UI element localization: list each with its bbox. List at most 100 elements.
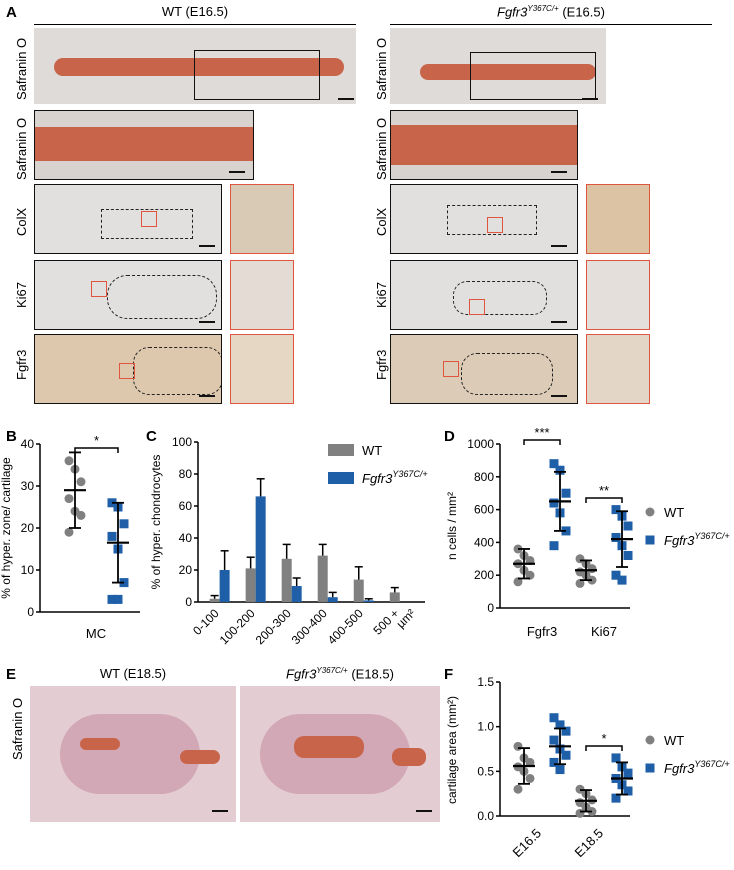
data-point xyxy=(64,527,74,537)
significance-bracket xyxy=(74,447,119,453)
scale-bar xyxy=(199,395,215,397)
red-roi-box xyxy=(141,211,157,227)
mutant-title-rule xyxy=(390,24,712,25)
red-roi-box xyxy=(443,361,459,377)
chart-c: 0 20 40 60 80 100 % of hyper. chondrocytes 0-10… xyxy=(149,435,428,647)
bar xyxy=(255,496,266,602)
row-label-safranin-zoom-mut: Safranin O xyxy=(374,117,389,180)
dashed-outline xyxy=(101,209,193,239)
data-point xyxy=(561,750,571,760)
data-point xyxy=(64,456,74,466)
legend-label: Fgfr3Y367C/+ xyxy=(664,531,730,548)
data-point xyxy=(513,577,523,587)
data-point xyxy=(76,510,86,520)
mutant-e185-cartilage-stain xyxy=(294,736,364,758)
y-tick-label: 0 xyxy=(27,605,34,619)
wt-colx-inset-image xyxy=(230,184,294,254)
data-point xyxy=(617,575,627,585)
y-tick-label: 0.0 xyxy=(477,809,494,823)
y-tick-label: 1.5 xyxy=(477,675,494,689)
legend-label: Fgfr3Y367C/+ xyxy=(664,759,730,776)
y-tick-label: 600 xyxy=(474,503,494,517)
y-tick-label: 400 xyxy=(474,535,494,549)
row-label-colx-mut: ColX xyxy=(374,207,389,236)
panel-letter-e: E xyxy=(6,666,17,683)
red-roi-box xyxy=(119,363,135,379)
wt-e185-safranin-image xyxy=(30,686,236,822)
wt-fgfr3-image xyxy=(34,334,222,404)
y-axis-label: % of hyper. chondrocytes xyxy=(149,455,163,590)
red-roi-box xyxy=(91,281,107,297)
dashed-outline xyxy=(107,275,217,319)
bar xyxy=(327,597,338,602)
scale-bar xyxy=(551,171,567,173)
data-point xyxy=(549,757,559,767)
y-tick-label: 1000 xyxy=(467,437,494,451)
data-point xyxy=(645,507,655,517)
row-label-ki67-mut: Ki67 xyxy=(374,281,389,308)
panel-letter-f: F xyxy=(444,666,454,683)
significance-bracket xyxy=(523,439,561,445)
red-roi-box xyxy=(469,299,485,315)
bar xyxy=(209,598,220,602)
x-tick-label: Fgfr3 xyxy=(527,624,557,639)
y-tick-label: 40 xyxy=(179,531,193,545)
legend-label: WT xyxy=(664,733,684,748)
panel-letter-b: B xyxy=(6,428,17,445)
y-tick-label: 60 xyxy=(179,499,193,513)
legend-swatch xyxy=(328,472,354,484)
mutant-safranin-overview-image xyxy=(390,28,606,104)
data-point xyxy=(119,519,129,529)
wt-fgfr3-inset-image xyxy=(230,334,294,404)
y-tick-label: 800 xyxy=(474,470,494,484)
x-tick-label: E18.5 xyxy=(571,826,606,861)
bar xyxy=(353,579,364,602)
scale-bar xyxy=(338,98,354,100)
data-point xyxy=(76,477,86,487)
mutant-colx-image xyxy=(390,184,578,254)
mutant-zoom-stain xyxy=(391,125,577,165)
data-point xyxy=(555,465,565,475)
panel-letter-c: C xyxy=(146,428,157,445)
mutant-e185-safranin-image xyxy=(240,686,440,822)
y-axis-label: n cells / mm² xyxy=(445,492,459,560)
chart-d: 0 200 400 600 800 1000 n cells / mm² Fgfr3 Ki67 *… xyxy=(445,426,730,639)
scale-bar xyxy=(551,395,567,397)
y-tick-label: 0 xyxy=(185,595,192,609)
mutant-e185-cartilage-stain-2 xyxy=(392,748,426,766)
y-axis-label: % of hyper. zone/ cartilage xyxy=(0,457,13,599)
legend-swatch xyxy=(328,444,354,456)
data-point xyxy=(561,488,571,498)
dashed-outline xyxy=(461,353,553,395)
significance-bracket xyxy=(585,745,623,751)
wt-safranin-zoom-image xyxy=(34,110,254,180)
data-point xyxy=(575,808,585,818)
x-tick-label: Ki67 xyxy=(591,624,617,639)
mutant-zoom-box xyxy=(470,52,596,100)
row-label-safranin-e185: Safranin O xyxy=(10,697,25,760)
data-point xyxy=(549,713,559,723)
x-tick-label: 300-400 xyxy=(289,606,330,647)
y-tick-label: 20 xyxy=(21,521,35,535)
x-tick-label: 400-500 xyxy=(325,606,366,647)
wt-zoom-box xyxy=(194,50,320,100)
data-point xyxy=(611,532,621,542)
row-label-safranin-overview-mut: Safranin O xyxy=(374,37,389,100)
bar xyxy=(245,568,256,602)
y-tick-label: 20 xyxy=(179,563,193,577)
row-label-colx: ColX xyxy=(14,207,29,236)
dashed-outline xyxy=(447,205,537,235)
mutant-cartilage-stain xyxy=(420,64,596,80)
data-point xyxy=(645,763,655,773)
significance-label: *** xyxy=(534,426,549,440)
mutant-ki67-image xyxy=(390,260,578,330)
data-point xyxy=(549,498,559,508)
scale-bar xyxy=(551,245,567,247)
data-point xyxy=(611,753,621,763)
wt-zoom-stain xyxy=(35,127,253,161)
mutant-ki67-inset-image xyxy=(586,260,650,330)
significance-bracket xyxy=(585,497,623,503)
x-unit-label: µm² xyxy=(393,606,418,631)
legend-label: WT xyxy=(362,443,382,458)
wt-e165-title: WT (E16.5) xyxy=(161,4,229,19)
